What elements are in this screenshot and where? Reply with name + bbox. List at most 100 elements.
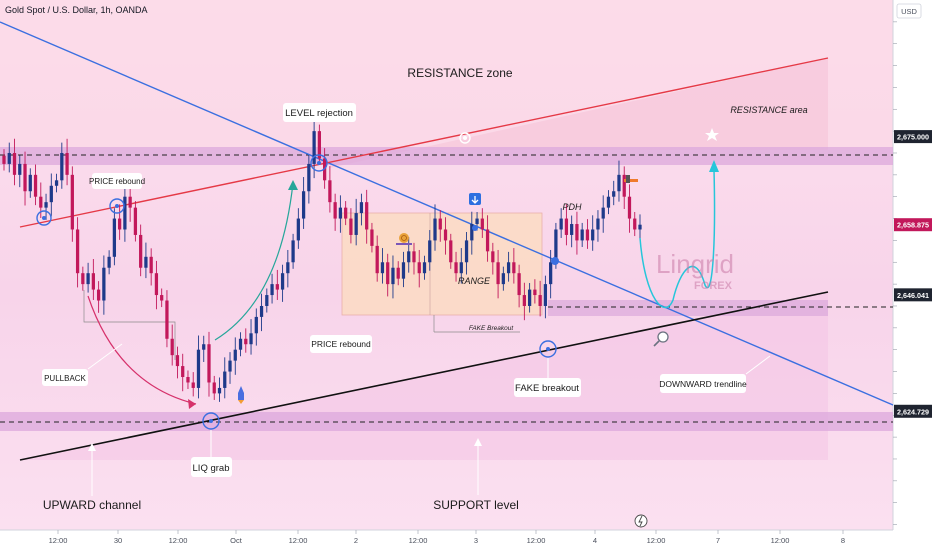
candle-body xyxy=(296,218,300,241)
candle-body xyxy=(123,196,127,230)
rocket-icon xyxy=(238,386,244,404)
time-axis-ticks[interactable]: 12:00 30 12:00 Oct 12:00 2 12:00 3 12:00 4 12:00 7 1… xyxy=(49,530,845,545)
candle-body xyxy=(365,202,369,230)
candle-body xyxy=(585,229,590,241)
price-rebound-2-box xyxy=(310,335,372,353)
candle-body xyxy=(575,224,579,241)
time-tick-label: Oct xyxy=(230,536,243,545)
candle-body xyxy=(601,207,605,219)
candle-body xyxy=(139,234,143,268)
candle-body xyxy=(165,300,169,339)
candle-body xyxy=(359,202,364,214)
candle-body xyxy=(622,174,626,197)
upward-channel-pointer-head xyxy=(88,443,96,451)
candle-body xyxy=(533,289,537,296)
candle-body xyxy=(412,251,416,263)
lightning-icon[interactable] xyxy=(634,514,648,528)
candle-body xyxy=(512,262,516,274)
liq-grab-box xyxy=(191,457,232,477)
pullback-label: PULLBACK xyxy=(44,374,86,383)
candle-body xyxy=(370,229,374,246)
watermark-name: Lingrid xyxy=(656,249,734,279)
candle-body xyxy=(170,338,174,356)
candle-body xyxy=(527,289,532,306)
candle-body xyxy=(459,262,463,274)
candle-body xyxy=(70,174,74,230)
candle-body xyxy=(559,218,563,230)
candle-body xyxy=(407,251,411,263)
candle-body xyxy=(380,262,385,274)
upward-channel-support-line xyxy=(19,291,829,461)
time-tick-label: 12:00 xyxy=(49,536,68,545)
candle-body xyxy=(485,229,490,252)
candle-body xyxy=(259,305,264,317)
candles-group xyxy=(2,118,642,402)
candle-body xyxy=(44,202,48,208)
time-tick-label: 12:00 xyxy=(771,536,790,545)
candle-body xyxy=(591,229,595,241)
candle-body xyxy=(349,218,353,235)
price-rebound-arrowhead xyxy=(288,180,298,190)
candle-body xyxy=(175,355,180,367)
candle-body xyxy=(480,218,484,230)
candle-body xyxy=(2,155,6,164)
time-tick-label: 8 xyxy=(841,536,845,545)
candle-body xyxy=(23,163,27,192)
candle-body xyxy=(7,152,11,164)
resistance-zone-label: RESISTANCE zone xyxy=(407,66,512,80)
candle-body xyxy=(570,224,574,235)
candle-body xyxy=(75,229,80,274)
candle-body xyxy=(191,382,195,388)
candle-body xyxy=(91,273,95,290)
candle-body xyxy=(422,262,427,274)
resistance-area-label: RESISTANCE area xyxy=(730,105,807,115)
time-axis-panel xyxy=(0,530,932,550)
candle-body xyxy=(244,338,248,345)
candle-body xyxy=(254,316,258,334)
candle-body xyxy=(417,262,421,274)
magnifier-icon xyxy=(653,331,669,347)
candle-body xyxy=(107,256,111,268)
time-tick-label: 12:00 xyxy=(169,536,188,545)
candle-body xyxy=(338,207,343,219)
price-tag-label: 2,658.875 xyxy=(897,221,929,230)
time-tick-label: 12:00 xyxy=(289,536,308,545)
candle-body xyxy=(102,267,106,301)
candle-body xyxy=(233,349,237,361)
range-label: RANGE xyxy=(458,276,491,286)
price-axis-ticks[interactable] xyxy=(893,21,897,525)
candle-body xyxy=(249,333,253,345)
candle-body xyxy=(627,196,632,219)
candle-body xyxy=(312,131,316,164)
price-rebound-2-label: PRICE rebound xyxy=(311,339,371,349)
candle-body xyxy=(149,256,153,274)
candle-body xyxy=(160,295,164,301)
candle-body xyxy=(223,371,227,388)
price-rebound-arrow xyxy=(214,182,294,341)
fake-breakout-small-label: FAKE Breakout xyxy=(469,325,515,332)
candle-body xyxy=(475,218,479,225)
pullback-arrowhead xyxy=(188,399,196,409)
time-tick-label: 30 xyxy=(114,536,122,545)
candle-body xyxy=(554,229,558,263)
candle-body xyxy=(291,240,295,263)
candle-body xyxy=(549,262,553,285)
lingrid-watermark: Lingrid FOREX xyxy=(656,249,734,292)
candle-body xyxy=(638,224,642,230)
candle-body xyxy=(96,289,101,301)
sun-icon xyxy=(459,132,471,144)
snail-icon xyxy=(396,233,412,245)
candle-body xyxy=(517,273,521,296)
candle-body xyxy=(39,196,43,208)
candle-body xyxy=(612,191,616,197)
downward-trendline-box xyxy=(660,374,746,393)
currency-box[interactable] xyxy=(896,3,922,19)
candle-body xyxy=(443,229,448,241)
price-tag-label: 2,675.000 xyxy=(897,133,929,142)
currency-label: USD xyxy=(901,7,917,16)
candle-body xyxy=(317,131,322,159)
candle-body xyxy=(128,196,132,208)
candle-body xyxy=(617,174,621,192)
